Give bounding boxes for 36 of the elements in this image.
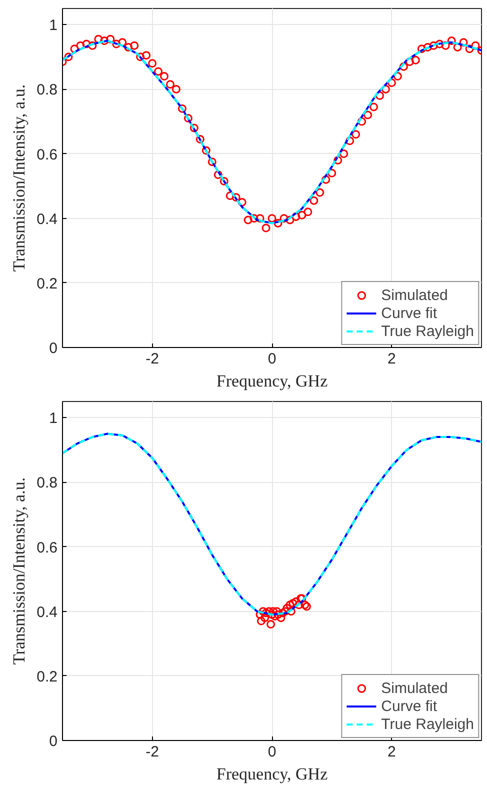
legend-label: True Rayleigh bbox=[381, 322, 474, 340]
legend-label: Simulated bbox=[381, 286, 448, 304]
y-axis-title: Transmission/Intensity, a.u. bbox=[10, 477, 29, 665]
y-tick-label: 0.6 bbox=[36, 146, 58, 164]
x-axis-title: Frequency, GHz bbox=[216, 764, 328, 784]
x-tick-label: 2 bbox=[388, 744, 396, 760]
legend-label: Curve fit bbox=[381, 304, 438, 322]
y-tick-label: 1 bbox=[49, 17, 58, 34]
y-tick-label: 0.4 bbox=[36, 604, 58, 621]
x-tick-label: -2 bbox=[146, 350, 159, 368]
y-tick-label: 0 bbox=[49, 733, 58, 750]
y-tick-label: 0.8 bbox=[36, 474, 58, 492]
y-tick-label: 0.6 bbox=[36, 539, 58, 556]
point bbox=[260, 614, 270, 622]
x-tick-label: 0 bbox=[268, 350, 276, 368]
x-tick-label: 2 bbox=[388, 350, 396, 368]
y-tick-label: 0.8 bbox=[36, 82, 58, 99]
line-series bbox=[62, 432, 482, 616]
y-tick-label: 1 bbox=[49, 410, 58, 428]
legend-label: True Rayleigh bbox=[381, 715, 474, 733]
x-tick-label: -2 bbox=[146, 744, 159, 760]
point bbox=[256, 616, 266, 626]
x-tick-label: 0 bbox=[268, 744, 276, 760]
point bbox=[266, 620, 276, 629]
y-axis-title: Transmission/Intensity, a.u. bbox=[10, 84, 29, 272]
point bbox=[286, 600, 294, 610]
point bbox=[286, 607, 296, 616]
y-tick-label: 0.2 bbox=[36, 275, 58, 292]
legend-label: Simulated bbox=[381, 679, 448, 697]
legend-label: Curve fit bbox=[381, 697, 438, 715]
x-axis-title: Frequency, GHz bbox=[216, 372, 328, 390]
point bbox=[288, 599, 298, 608]
point bbox=[276, 614, 286, 622]
y-tick-label: 0.4 bbox=[36, 210, 58, 228]
y-tick-label: 0.2 bbox=[36, 668, 58, 686]
y-tick-label: 0 bbox=[49, 340, 58, 357]
